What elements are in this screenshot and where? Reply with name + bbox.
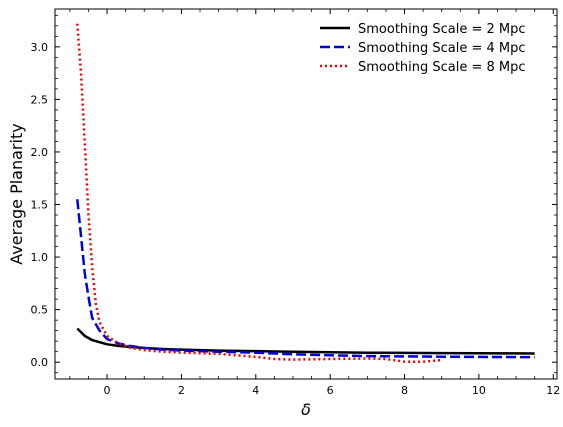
series-line-2 bbox=[76, 199, 535, 359]
y-tick-label: 0.0 bbox=[31, 356, 49, 369]
legend-label-3: Smoothing Scale = 8 Mpc bbox=[358, 60, 526, 75]
y-tick-label: 2.0 bbox=[31, 146, 49, 159]
legend-label-2: Smoothing Scale = 4 Mpc bbox=[358, 41, 526, 56]
series-line-1 bbox=[76, 327, 535, 355]
series-line-3 bbox=[76, 23, 442, 363]
x-axis-label: δ bbox=[301, 400, 311, 419]
y-tick-label: 0.5 bbox=[31, 304, 49, 317]
y-tick-label: 3.0 bbox=[31, 41, 49, 54]
y-tick-label: 2.5 bbox=[31, 93, 49, 106]
axis-ticks: 0 2 4 6 8 10 12 0.0 0.5 1.0 1.5 2.0 2.5 3.0 bbox=[31, 9, 560, 397]
legend: Smoothing Scale = 2 Mpc Smoothing Scale =… bbox=[320, 22, 526, 75]
x-tick-label: 0 bbox=[104, 384, 111, 397]
series-layer bbox=[76, 23, 535, 363]
x-tick-label: 10 bbox=[472, 384, 486, 397]
y-tick-label: 1.0 bbox=[31, 251, 49, 264]
x-tick-label: 8 bbox=[401, 384, 408, 397]
x-tick-label: 4 bbox=[252, 384, 259, 397]
y-tick-label: 1.5 bbox=[31, 199, 49, 212]
x-tick-label: 2 bbox=[178, 384, 185, 397]
x-tick-label: 6 bbox=[327, 384, 334, 397]
x-tick-label: 12 bbox=[546, 384, 560, 397]
y-axis-label: Average Planarity bbox=[7, 123, 26, 264]
legend-label-1: Smoothing Scale = 2 Mpc bbox=[358, 22, 526, 37]
